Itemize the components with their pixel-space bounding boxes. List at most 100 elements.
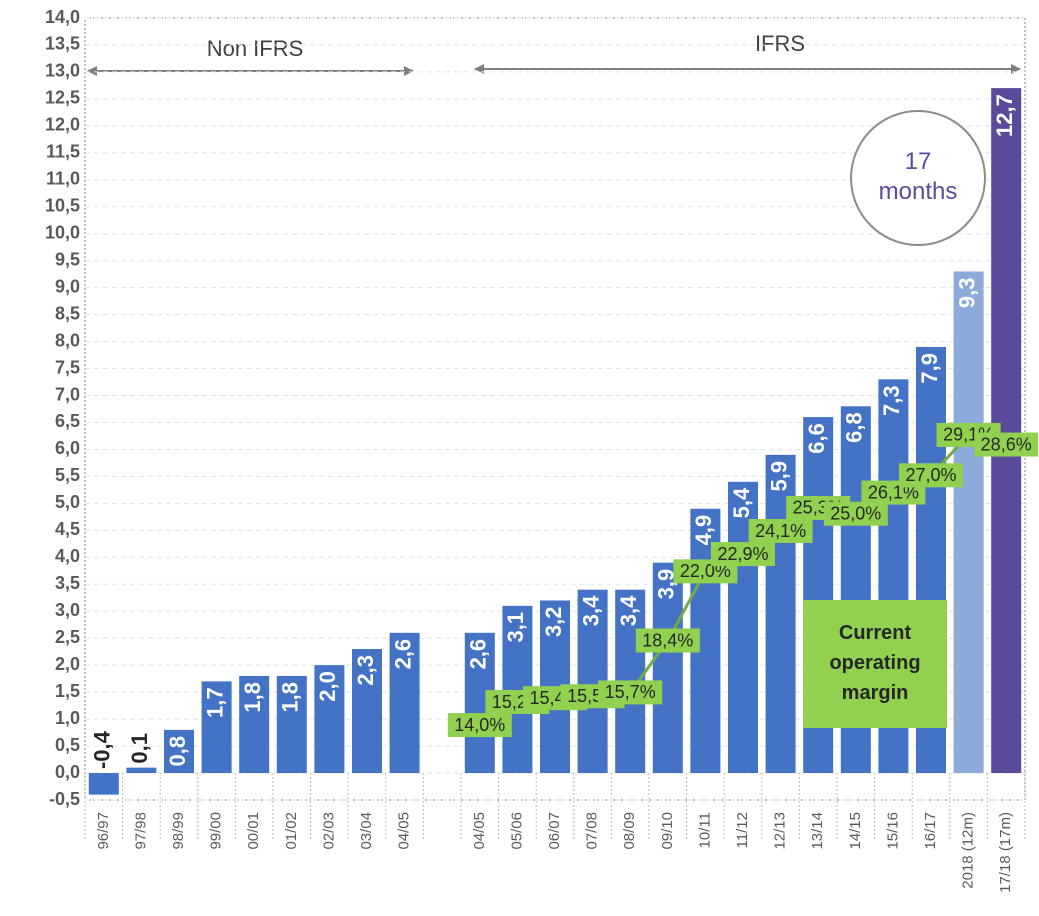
- point-label: 22,9%: [717, 544, 768, 564]
- margin-box: [803, 600, 947, 728]
- x-tick-label: 96/97: [95, 812, 112, 850]
- bar: [88, 773, 119, 795]
- y-tick-label: 13,0: [45, 61, 80, 81]
- x-tick-label: 12/13: [772, 812, 789, 850]
- grid: -0,5 0,0 0,5 1,0 1,5 2,0 2,5 3,0 3,5 4,0 4,5 5,0 5,5…: [45, 7, 1026, 893]
- y-tick-label: 2,5: [55, 627, 80, 647]
- y-tick-label: 11,5: [46, 142, 80, 162]
- x-tick-label: 06/07: [546, 812, 563, 850]
- y-tick-label: -0,5: [49, 789, 80, 809]
- bar-value-label: 9,3: [954, 277, 979, 308]
- bar: [389, 632, 420, 774]
- y-tick-label: 8,5: [55, 303, 80, 323]
- x-tick-label: 17/18 (17m): [997, 812, 1014, 893]
- x-tick-label: 01/02: [283, 812, 300, 850]
- margin-line: 14,0%15,2%15,4%15,5%15,7%18,4%22,0%22,9%…: [447, 422, 1039, 738]
- y-tick-label: 0,5: [55, 735, 80, 755]
- bar-value-label: 1,8: [240, 682, 265, 713]
- bar-value-label: 0,8: [165, 736, 190, 767]
- point-label: 22,0%: [680, 561, 731, 581]
- x-tick-label: 10/11: [696, 812, 713, 848]
- point-label-box: [635, 628, 700, 653]
- point-label: 27,0%: [905, 465, 956, 485]
- months-label: 17 months: [879, 148, 958, 205]
- point-label-box: [974, 432, 1039, 457]
- non-ifrs-label: Non IFRS: [207, 36, 304, 61]
- bar: [239, 675, 270, 774]
- x-tick-label: 13/14: [809, 812, 826, 850]
- point-label: 28,6%: [981, 434, 1032, 454]
- y-tick-label: 12,5: [45, 88, 80, 108]
- x-tick-label: 08/09: [621, 812, 638, 850]
- bar-value-label: 4,9: [691, 515, 716, 546]
- bar-value-label: 5,9: [766, 461, 791, 492]
- y-tick-label: 6,5: [55, 411, 80, 431]
- x-tick-label: 04/05: [396, 812, 413, 850]
- bar-value-label: 1,7: [202, 687, 227, 718]
- bar-value-label: 7,3: [879, 385, 904, 416]
- bar-value-label: 3,4: [578, 595, 603, 626]
- y-tick-label: 14,0: [45, 7, 80, 27]
- bar-value-label: 2,6: [390, 639, 415, 670]
- months-circle: [850, 110, 986, 246]
- bar-value-label: 6,8: [842, 412, 867, 443]
- point-label: 26,1%: [868, 482, 919, 502]
- x-tick-label: 14/15: [847, 812, 864, 850]
- bar-value-label: 3,1: [503, 612, 528, 643]
- bar-value-label: 3,4: [616, 595, 641, 626]
- point-label-box: [748, 519, 813, 544]
- x-tick-label: 15/16: [884, 812, 901, 850]
- x-tick-label: 00/01: [245, 812, 262, 850]
- y-tick-label: 5,0: [55, 492, 80, 512]
- x-tick-label: 97/98: [132, 812, 149, 850]
- point-label: 15,7%: [605, 682, 656, 702]
- point-label: 14,0%: [454, 715, 505, 735]
- x-tick-label: 04/05: [471, 812, 488, 850]
- y-tick-label: 4,0: [55, 546, 80, 566]
- y-tick-label: 10,5: [45, 196, 80, 216]
- bar: [201, 681, 232, 774]
- y-tick-label: 9,5: [55, 249, 80, 269]
- bars: -0,4 0,1 0,8 1,7 1,8 1,8 2,0 2,3 2,6 2,6 3,1 3,2 3,4…: [88, 88, 1022, 795]
- x-tick-label: 09/10: [659, 812, 676, 850]
- y-tick-label: 8,0: [55, 330, 80, 350]
- y-tick-label: 11,0: [46, 169, 80, 189]
- bar-value-label: 2,3: [353, 655, 378, 686]
- bar: [314, 665, 345, 774]
- bar: [953, 271, 984, 774]
- point-label: 25,0%: [830, 503, 881, 523]
- y-tick-label: 5,5: [55, 465, 80, 485]
- bar-value-label: 7,9: [917, 353, 942, 384]
- y-tick-label: 3,0: [55, 600, 80, 620]
- y-tick-label: 13,5: [45, 34, 80, 54]
- bar-value-label: -0,4: [90, 730, 115, 769]
- y-tick-label: 3,5: [55, 573, 80, 593]
- point-label: 18,4%: [642, 630, 693, 650]
- ifrs-label: IFRS: [755, 31, 805, 56]
- x-tick-label: 16/17: [922, 812, 939, 850]
- point-label-box: [598, 680, 663, 705]
- y-tick-label: 0,0: [55, 762, 80, 782]
- x-tick-label: 02/03: [320, 812, 337, 850]
- x-tick-label: 03/04: [358, 812, 375, 850]
- y-tick-label: 1,0: [55, 708, 80, 728]
- x-tick-label: 11/12: [734, 812, 751, 848]
- x-tick-label: 2018 (12m): [960, 812, 977, 889]
- x-tick-label: 05/06: [508, 812, 525, 850]
- point-label-box: [711, 542, 775, 567]
- point-label-box: [823, 501, 888, 526]
- y-tick-label: 4,5: [55, 519, 80, 539]
- y-tick-label: 6,0: [55, 438, 80, 458]
- y-tick-label: 10,0: [45, 222, 80, 242]
- point-label-box: [447, 713, 512, 738]
- bar-value-label: 0,1: [127, 733, 152, 764]
- bar: [652, 562, 683, 774]
- bar: [352, 648, 382, 774]
- y-tick-label: 1,5: [55, 681, 80, 701]
- bar: [164, 729, 194, 774]
- x-tick-label: 98/99: [170, 812, 187, 850]
- bar-value-label: 6,6: [804, 423, 829, 454]
- bar-value-label: 12,7: [992, 94, 1017, 137]
- y-tick-label: 9,0: [55, 276, 80, 296]
